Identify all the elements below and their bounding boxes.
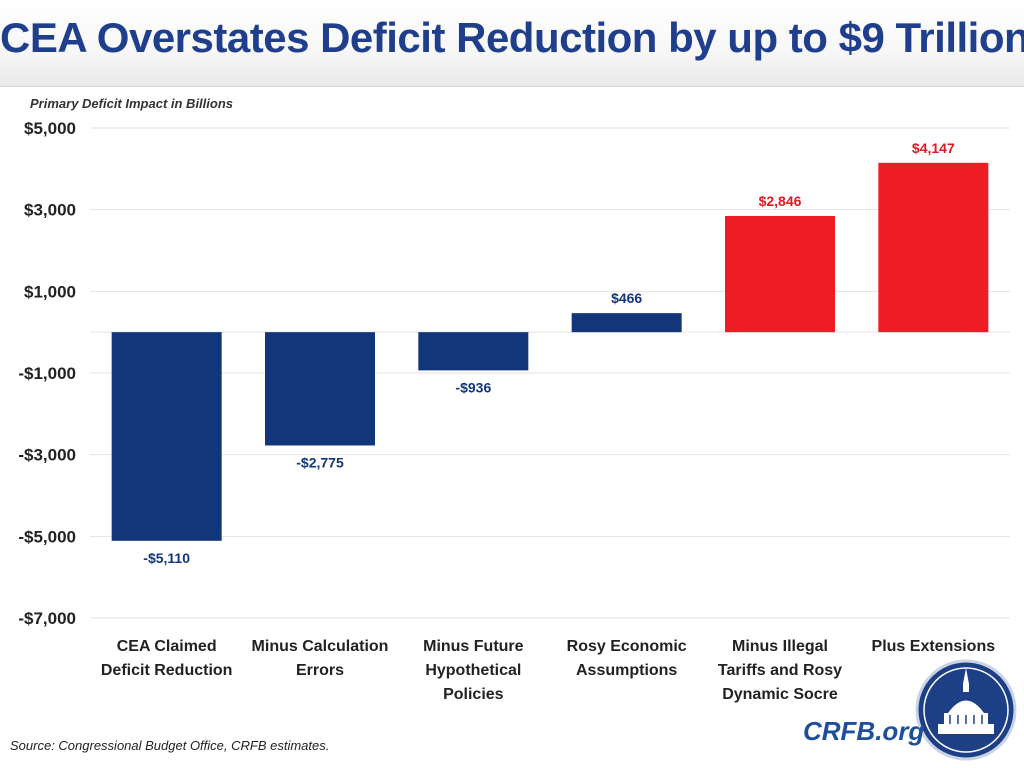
y-tick-label: $1,000 — [24, 282, 76, 301]
bar — [418, 332, 529, 371]
y-tick-label: -$7,000 — [18, 609, 76, 628]
capitol-seal-icon — [915, 659, 1017, 761]
y-tick-label: -$5,000 — [18, 527, 76, 546]
brand-link[interactable]: CRFB.org — [803, 716, 925, 746]
y-tick-label: $3,000 — [24, 201, 76, 220]
x-tick-label: Plus Extensions — [872, 638, 996, 655]
bar — [878, 162, 989, 333]
data-label: -$2,775 — [296, 454, 344, 470]
data-label: $4,147 — [912, 140, 955, 156]
y-tick-label: -$1,000 — [18, 364, 76, 383]
x-tick-label: CEA Claimed — [117, 638, 217, 655]
gridlines — [90, 127, 1010, 619]
bar — [265, 332, 375, 446]
bars — [111, 162, 989, 541]
x-tick-label: Minus Future — [423, 638, 524, 655]
data-label: $2,846 — [759, 193, 802, 209]
x-tick-labels: CEA Claimed Deficit Reduction Minus Calcul… — [101, 638, 995, 703]
y-tick-label: -$3,000 — [18, 446, 76, 465]
x-tick-label: Assumptions — [576, 662, 677, 679]
y-axis-label: Primary Deficit Impact in Billions — [30, 96, 233, 111]
data-labels: -$5,110 -$2,775 -$936 $466 $2,846 $4,147 — [143, 140, 955, 566]
y-tick-labels: $5,000 $3,000 $1,000 -$1,000 -$3,000 -$5,000 -… — [18, 119, 76, 628]
x-tick-label: Errors — [296, 662, 344, 679]
bar — [571, 313, 682, 333]
bar — [725, 215, 835, 333]
bar — [111, 332, 222, 541]
data-label: -$936 — [455, 379, 491, 395]
x-tick-label: Minus Calculation — [252, 638, 389, 655]
x-tick-label: Minus Illegal — [732, 638, 828, 655]
y-tick-label: $5,000 — [24, 119, 76, 138]
x-tick-label: Deficit Reduction — [101, 662, 233, 679]
x-tick-label: Hypothetical — [425, 662, 521, 679]
page-title: CEA Overstates Deficit Reduction by up t… — [0, 14, 1024, 61]
x-tick-label: Policies — [443, 686, 504, 703]
x-tick-label: Tariffs and Rosy — [718, 662, 842, 679]
data-label: -$5,110 — [143, 550, 190, 566]
x-tick-label: Rosy Economic — [567, 638, 687, 655]
header-banner: CEA Overstates Deficit Reduction by up t… — [0, 0, 1024, 87]
x-tick-label: Dynamic Socre — [722, 686, 838, 703]
data-label: $466 — [611, 290, 642, 306]
source-note: Source: Congressional Budget Office, CRF… — [10, 738, 330, 753]
